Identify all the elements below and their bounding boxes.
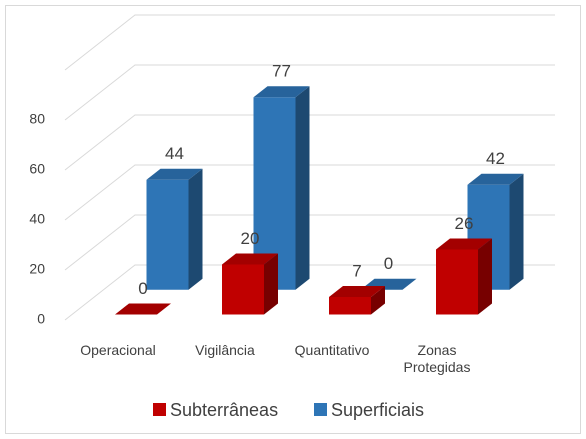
bar-front (222, 264, 264, 315)
grid-line (64, 264, 555, 321)
bar-front (436, 249, 478, 315)
grid-line (64, 64, 555, 121)
grid-line-top (64, 14, 555, 71)
legend-label: Superficiais (331, 400, 424, 420)
legend-swatch (153, 403, 166, 416)
data-label: 42 (486, 149, 505, 168)
data-label: 20 (241, 229, 260, 248)
bar-top (115, 303, 171, 315)
bar-side (509, 173, 524, 290)
y-tick-label: 60 (29, 161, 45, 177)
data-label: 44 (165, 144, 184, 163)
bar-top (253, 86, 310, 98)
bar-front (146, 179, 189, 290)
x-tick-label: Quantitativo (294, 342, 370, 358)
data-label: 77 (272, 62, 291, 81)
grid-line (64, 164, 555, 221)
grid-line (64, 214, 555, 271)
y-tick-label: 0 (37, 311, 45, 327)
bar-top (329, 286, 385, 297)
data-label: 7 (352, 261, 361, 280)
bar-side (295, 86, 310, 290)
data-label: 0 (138, 279, 147, 298)
bar-side (371, 286, 385, 315)
bar-side (264, 253, 278, 315)
bar-top (436, 238, 492, 250)
bar-top (467, 173, 524, 185)
grid-line (64, 114, 555, 171)
chart-border (5, 5, 581, 434)
y-tick-label: 20 (29, 261, 45, 277)
data-label: 26 (455, 214, 474, 233)
bar-top (146, 168, 203, 180)
x-tick-label: Vigilância (195, 342, 255, 358)
legend-swatch (314, 403, 327, 416)
bar-top (222, 253, 278, 265)
y-tick-label: 40 (29, 211, 45, 227)
x-tick-label: Operacional (80, 342, 156, 358)
bar-front (329, 297, 371, 315)
y-tick-label: 80 (29, 111, 45, 127)
x-tick-label: Zonas Protegidas (403, 342, 471, 375)
data-label: 0 (384, 254, 393, 273)
bar-side (188, 168, 203, 290)
bar-side (478, 238, 492, 315)
legend-label: Subterrâneas (170, 400, 278, 420)
